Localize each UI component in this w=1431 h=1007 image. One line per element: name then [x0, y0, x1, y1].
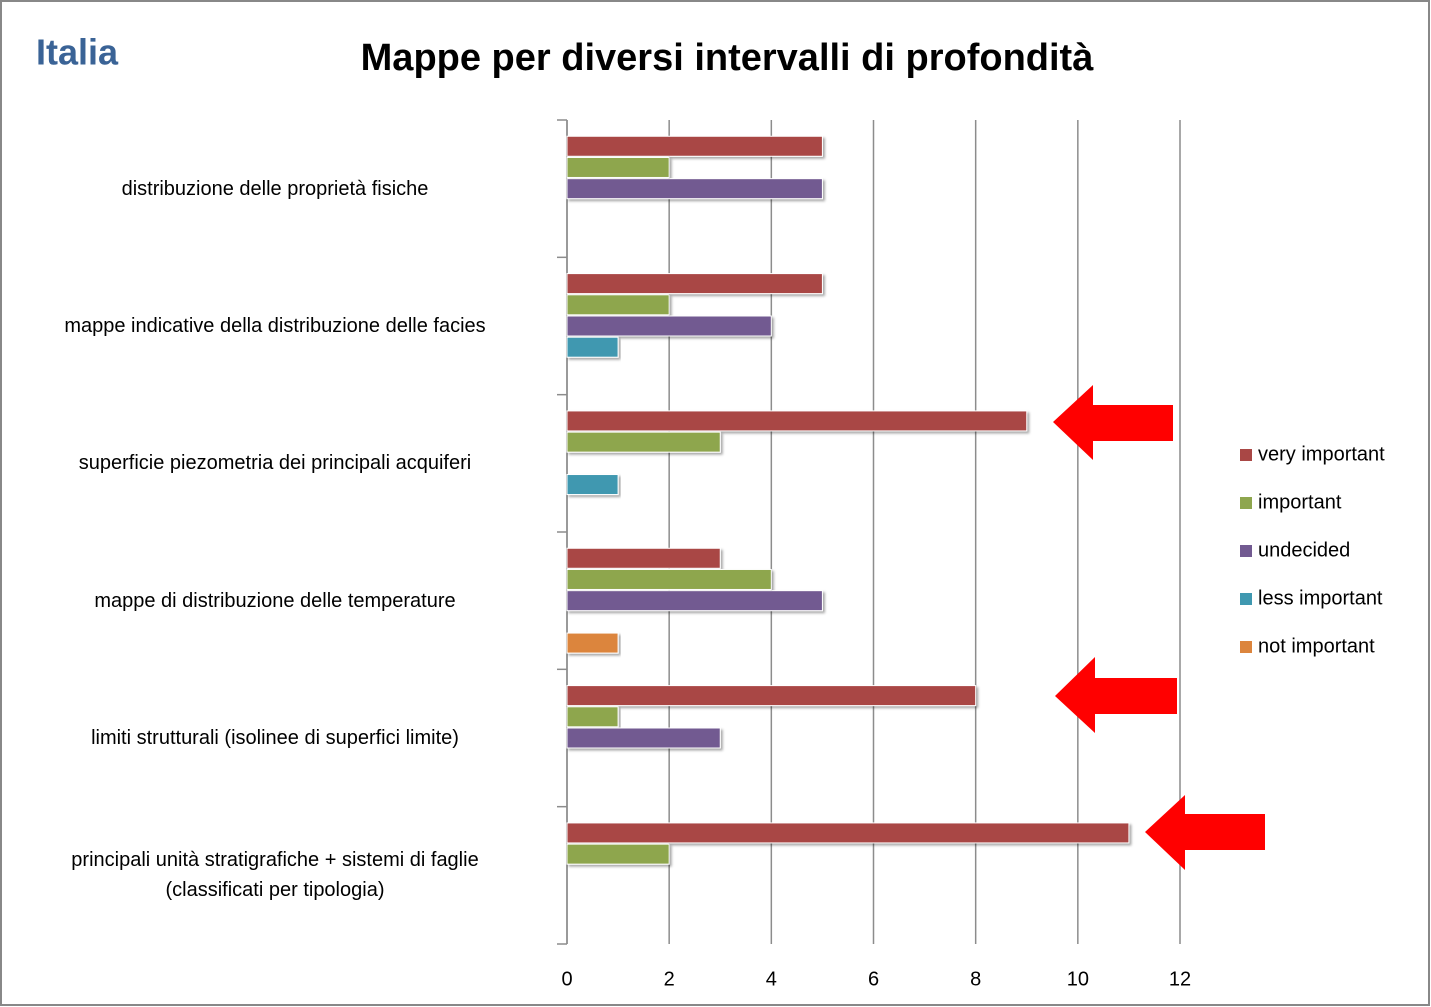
bar [566, 685, 977, 707]
legend-swatch [1240, 449, 1252, 461]
bar [566, 590, 823, 612]
x-tick-label: 0 [561, 968, 572, 990]
bar [566, 843, 670, 865]
x-tick-label: 6 [868, 968, 879, 990]
bar [566, 410, 1028, 432]
bar [566, 547, 721, 569]
legend-swatch [1240, 497, 1252, 509]
y-tick-label: limiti strutturali (isolinee di superfic… [91, 727, 459, 749]
y-tick-label: distribuzione delle proprietà fisiche [121, 177, 429, 200]
bar [566, 156, 670, 178]
x-tick-label: 4 [766, 968, 777, 990]
legend-swatch [1240, 593, 1252, 605]
chart-title: Mappe per diversi intervalli di profondi… [361, 37, 1095, 79]
legend-label: important [1258, 491, 1342, 513]
bar [566, 822, 1130, 844]
bar [566, 336, 619, 358]
y-tick-label: superficie piezometria dei principali ac… [78, 452, 472, 475]
arrow [1053, 385, 1173, 460]
arrow [1055, 657, 1177, 733]
bar [566, 727, 721, 749]
legend-label: less important [1258, 587, 1383, 609]
y-tick-label: mappe di distribuzione delle temperature [94, 589, 456, 612]
bar [566, 178, 823, 200]
x-tick-label: 2 [664, 968, 675, 990]
x-tick-label: 8 [970, 968, 981, 990]
legend-label: undecided [1258, 539, 1350, 561]
bar [566, 273, 823, 295]
bar [566, 431, 721, 453]
legend-swatch [1240, 641, 1252, 653]
x-tick-label: 12 [1169, 968, 1191, 990]
bar [566, 568, 772, 590]
region-label: Italia [36, 32, 119, 73]
bar [566, 315, 772, 337]
x-tick-label: 10 [1067, 968, 1089, 990]
arrows [1053, 385, 1265, 870]
y-tick-label: principali unità stratigrafiche + sistem… [71, 849, 479, 902]
legend-label: not important [1258, 635, 1375, 657]
legend-swatch [1240, 545, 1252, 557]
bar [566, 294, 670, 316]
bar [566, 135, 823, 157]
bar [566, 706, 619, 728]
bar [566, 632, 619, 654]
y-tick-label: mappe indicative della distribuzione del… [64, 315, 486, 337]
legend-label: very important [1258, 443, 1385, 465]
bar [566, 474, 619, 496]
arrow [1145, 795, 1265, 870]
